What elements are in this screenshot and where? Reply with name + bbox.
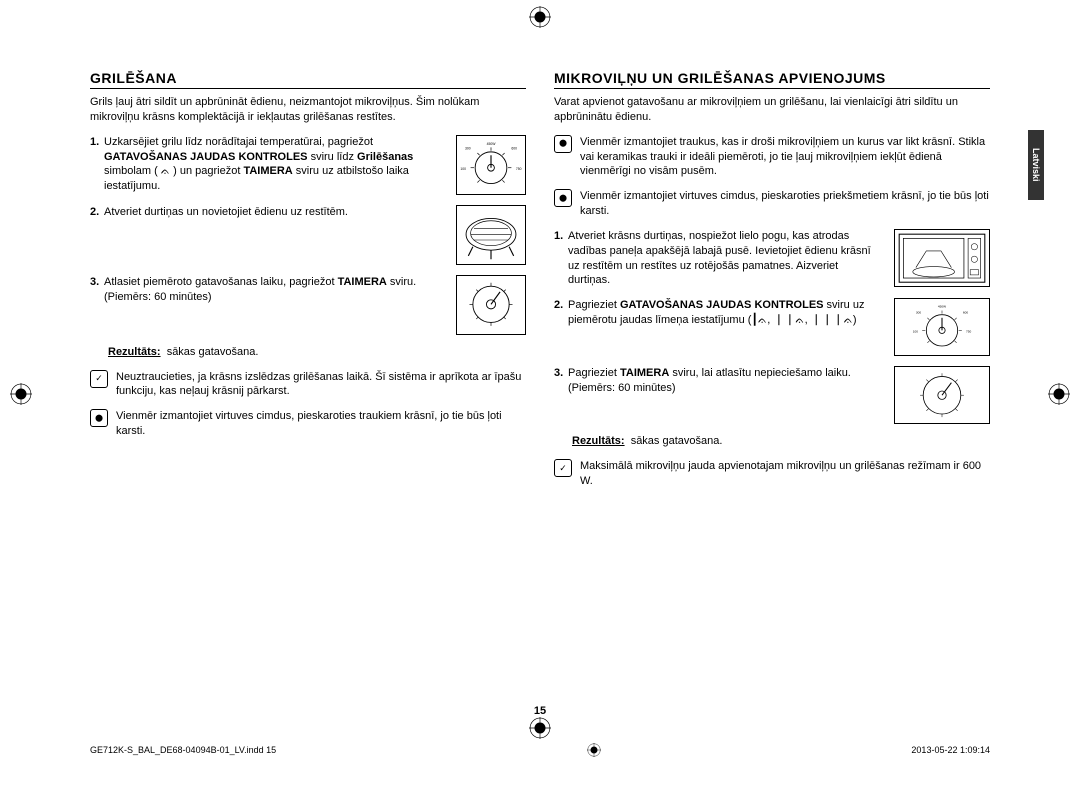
svg-text:100: 100 xyxy=(913,330,918,334)
step-2-right: 2.Pagrieziet GATAVOŠANAS JAUDAS KONTROLE… xyxy=(554,298,886,328)
caution-icon xyxy=(90,409,108,427)
svg-text:300: 300 xyxy=(916,311,921,315)
left-note-1: Neuztraucieties, ja krāsns izslēdzas gri… xyxy=(116,370,526,400)
svg-text:750: 750 xyxy=(966,330,971,334)
power-dial-icon: 450W 600 750 300 100 xyxy=(456,135,526,195)
right-note-top-2: Vienmēr izmantojiet virtuves cimdus, pie… xyxy=(580,189,990,219)
left-note-2: Vienmēr izmantojiet virtuves cimdus, pie… xyxy=(116,409,526,439)
left-intro: Grils ļauj ātri sildīt un apbrūnināt ēdi… xyxy=(90,95,526,125)
svg-text:300: 300 xyxy=(465,147,471,151)
page-number: 15 xyxy=(534,705,546,717)
svg-text:100: 100 xyxy=(460,167,466,171)
caution-icon xyxy=(554,135,572,153)
svg-text:450W: 450W xyxy=(938,304,946,308)
timer-dial-icon xyxy=(456,275,526,335)
registration-mark-footer xyxy=(587,743,601,757)
right-title: MIKROVIĻŅU UN GRILĒŠANAS APVIENOJUMS xyxy=(554,70,990,89)
step-3-left: 3.Atlasiet piemēroto gatavošanas laiku, … xyxy=(90,275,448,305)
svg-text:600: 600 xyxy=(511,147,517,151)
timer-dial-icon xyxy=(894,366,990,424)
registration-mark-left xyxy=(10,383,32,405)
language-tab: Latviski xyxy=(1028,130,1044,200)
step-3-right: 3.Pagrieziet TAIMERA sviru, lai atlasītu… xyxy=(554,366,886,396)
registration-mark-top xyxy=(529,6,551,28)
svg-text:450W: 450W xyxy=(487,142,497,146)
svg-text:600: 600 xyxy=(963,311,968,315)
step-1-right: 1.Atveriet krāsns durtiņas, nospiežot li… xyxy=(554,229,886,288)
microwave-open-icon xyxy=(894,229,990,287)
right-intro: Varat apvienot gatavošanu ar mikroviļņie… xyxy=(554,95,990,125)
right-column: MIKROVIĻŅU UN GRILĒŠANAS APVIENOJUMS Var… xyxy=(554,70,990,499)
caution-icon xyxy=(554,189,572,207)
left-column: GRILĒŠANA Grils ļauj ātri sildīt un apbr… xyxy=(90,70,526,499)
note-icon xyxy=(554,459,572,477)
left-result: Rezultāts: sākas gatavošana. xyxy=(108,345,526,360)
registration-mark-bottom xyxy=(529,717,551,739)
power-dial-icon: 450W 600 750 300 100 xyxy=(894,298,990,356)
step-2-left: 2.Atveriet durtiņas un novietojiet ēdien… xyxy=(90,205,448,220)
right-note-bot-1: Maksimālā mikroviļņu jauda apvienotajam … xyxy=(580,459,990,489)
step-1-left: 1.Uzkarsējiet grilu līdz norādītajai tem… xyxy=(90,135,448,194)
rack-icon xyxy=(456,205,526,265)
registration-mark-right xyxy=(1048,383,1070,405)
footer-filename: GE712K-S_BAL_DE68-04094B-01_LV.indd 15 xyxy=(90,745,276,755)
right-result: Rezultāts: sākas gatavošana. xyxy=(572,434,990,449)
left-title: GRILĒŠANA xyxy=(90,70,526,89)
note-icon xyxy=(90,370,108,388)
svg-text:750: 750 xyxy=(516,167,522,171)
footer-timestamp: 2013-05-22 1:09:14 xyxy=(911,745,990,755)
right-note-top-1: Vienmēr izmantojiet traukus, kas ir droš… xyxy=(580,135,990,180)
